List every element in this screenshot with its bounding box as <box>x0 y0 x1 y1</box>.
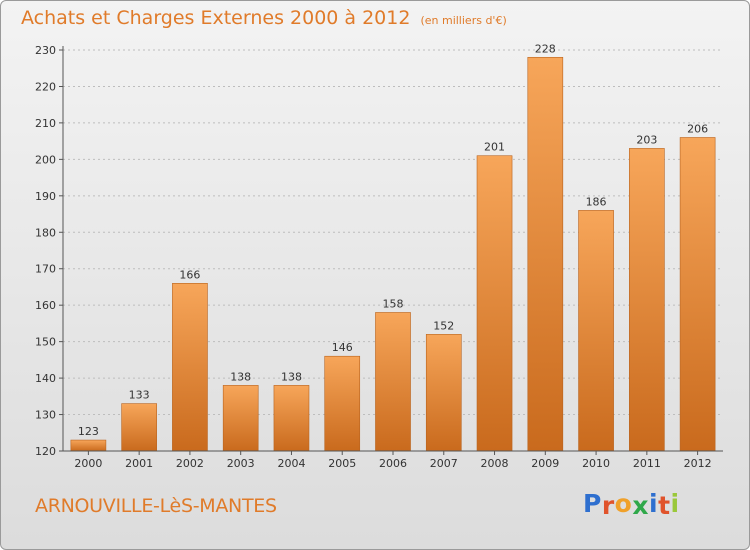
data-label: 123 <box>78 425 99 438</box>
data-label: 203 <box>636 133 657 146</box>
logo-letter: r <box>601 491 615 520</box>
x-tick-label: 2007 <box>430 457 458 470</box>
logo-letter: x <box>632 491 649 520</box>
data-label: 146 <box>332 341 353 354</box>
y-tick-label: 190 <box>35 190 56 203</box>
x-tick-label: 2002 <box>176 457 204 470</box>
data-label: 206 <box>687 122 708 135</box>
x-tick-label: 2012 <box>684 457 712 470</box>
x-tick-label: 2009 <box>531 457 559 470</box>
data-label: 138 <box>281 370 302 383</box>
x-tick-label: 2000 <box>74 457 102 470</box>
bar-2009 <box>527 56 564 452</box>
logo-letter: o <box>614 489 633 518</box>
chart-title: Achats et Charges Externes 2000 à 2012 (e… <box>21 7 507 29</box>
place-name: ARNOUVILLE-LèS-MANTES <box>35 495 277 517</box>
logo-letter: i <box>649 489 659 518</box>
x-tick-label: 2011 <box>633 457 661 470</box>
bar-2007 <box>425 334 462 452</box>
y-tick-label: 150 <box>35 336 56 349</box>
logo-letter: i <box>670 489 680 518</box>
y-tick-label: 220 <box>35 80 56 93</box>
bar-2008 <box>476 155 513 452</box>
data-label: 138 <box>230 370 251 383</box>
x-tick-label: 2001 <box>125 457 153 470</box>
bar-2010 <box>578 210 614 452</box>
bar-2002 <box>172 283 208 452</box>
bar-2001 <box>121 403 157 452</box>
y-tick-label: 230 <box>35 44 56 57</box>
x-tick-label: 2010 <box>582 457 610 470</box>
y-tick-label: 170 <box>35 263 56 276</box>
bars: 123 133 166 138 138 146 158 152 201 228 186 203 206 <box>70 42 716 452</box>
data-label: 152 <box>433 319 454 332</box>
chart-subtitle: (en milliers d'€) <box>420 14 507 27</box>
data-label: 186 <box>586 195 607 208</box>
y-tick-label: 210 <box>35 117 56 130</box>
bar-2004 <box>273 385 310 452</box>
title-text: Achats et Charges Externes 2000 à 2012 <box>21 7 411 29</box>
bar-2011 <box>629 148 665 452</box>
y-tick-label: 140 <box>35 372 56 385</box>
y-tick-label: 130 <box>35 409 56 422</box>
proxiti-logo: Proxiti <box>583 489 680 520</box>
y-tick-label: 120 <box>35 445 56 458</box>
y-tick-label: 180 <box>35 226 56 239</box>
logo-letter: t <box>658 491 671 520</box>
x-tick-label: 2005 <box>328 457 356 470</box>
x-tick-label: 2006 <box>379 457 407 470</box>
x-tick-label: 2003 <box>227 457 255 470</box>
data-label: 166 <box>179 268 200 281</box>
bar-2000 <box>70 439 107 452</box>
x-tick-label: 2008 <box>481 457 509 470</box>
x-tick-label: 2004 <box>277 457 305 470</box>
bar-2003 <box>222 385 259 452</box>
y-tick-label: 200 <box>35 153 56 166</box>
data-label: 228 <box>535 42 556 55</box>
axes: 120 130 140 150 160 170 180 190 200 210 220 230 2000… <box>35 44 723 470</box>
data-label: 133 <box>129 389 150 402</box>
logo-letter: P <box>583 489 602 518</box>
data-label: 201 <box>484 141 505 154</box>
y-tick-label: 160 <box>35 299 56 312</box>
bar-2006 <box>375 312 411 452</box>
bar-2005 <box>324 355 361 452</box>
data-label: 158 <box>383 297 404 310</box>
bar-2012 <box>679 137 716 452</box>
